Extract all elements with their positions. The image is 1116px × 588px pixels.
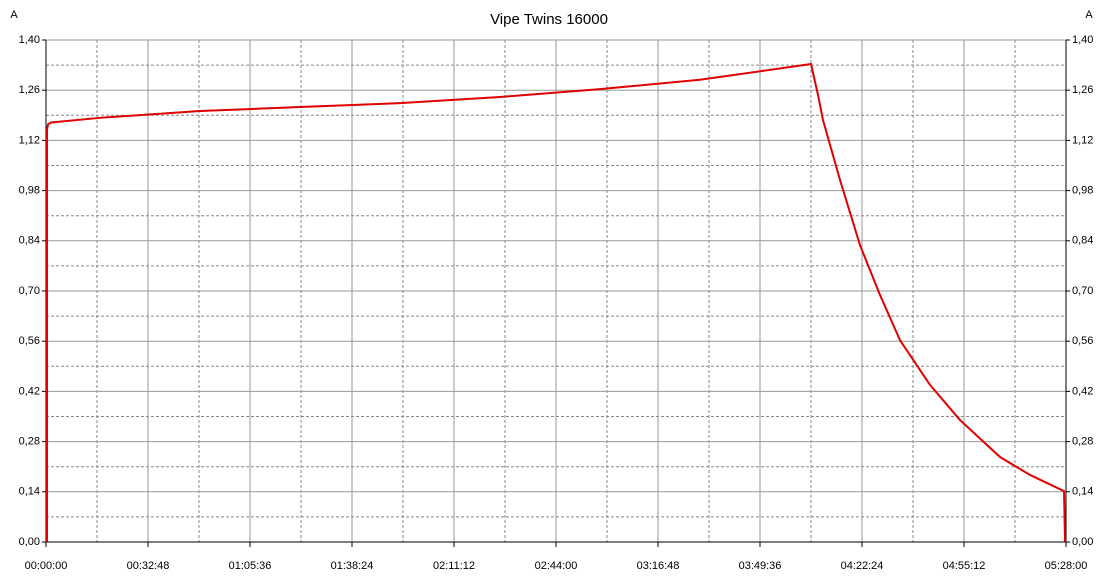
x-tick-label: 01:05:36 [229, 560, 272, 572]
y2-tick-label: 1,26 [1072, 84, 1093, 96]
y-axis-unit: A [10, 9, 18, 21]
data-line [45, 62, 1067, 543]
x-tick-label: 05:28:00 [1045, 560, 1088, 572]
y-tick-label: 0,70 [19, 285, 40, 297]
y2-tick-label: 0,70 [1072, 285, 1093, 297]
y2-axis-unit: A [1085, 9, 1093, 21]
y-tick-label: 1,40 [19, 34, 40, 46]
y2-tick-label: 0,28 [1072, 436, 1093, 448]
y2-tick-label: 0,84 [1072, 235, 1093, 247]
x-tick-label: 03:16:48 [637, 560, 680, 572]
y-tick-label: 0,84 [19, 235, 40, 247]
y-tick-label: 1,12 [19, 134, 40, 146]
y-tick-label: 0,00 [19, 536, 40, 548]
chart-title: Vipe Twins 16000 [490, 11, 608, 28]
y2-tick-label: 1,12 [1072, 134, 1093, 146]
x-tick-label: 00:00:00 [25, 560, 68, 572]
y-tick-label: 0,42 [19, 385, 40, 397]
x-tick-label: 04:55:12 [943, 560, 986, 572]
y-tick-label: 0,56 [19, 335, 40, 347]
x-tick-label: 02:44:00 [535, 560, 578, 572]
y-tick-label: 1,26 [19, 84, 40, 96]
y2-tick-label: 0,56 [1072, 335, 1093, 347]
x-tick-label: 01:38:24 [331, 560, 374, 572]
y2-tick-label: 0,42 [1072, 385, 1093, 397]
y-tick-label: 0,28 [19, 436, 40, 448]
y2-tick-label: 0,00 [1072, 536, 1093, 548]
x-tick-label: 04:22:24 [841, 560, 884, 572]
x-tick-label: 00:32:48 [127, 560, 170, 572]
y2-tick-label: 1,40 [1072, 34, 1093, 46]
y-tick-label: 0,98 [19, 185, 40, 197]
x-tick-label: 02:11:12 [433, 560, 475, 572]
x-tick-label: 03:49:36 [739, 560, 782, 572]
y2-tick-label: 0,98 [1072, 185, 1093, 197]
y-tick-label: 0,14 [19, 486, 40, 498]
y2-tick-label: 0,14 [1072, 486, 1093, 498]
